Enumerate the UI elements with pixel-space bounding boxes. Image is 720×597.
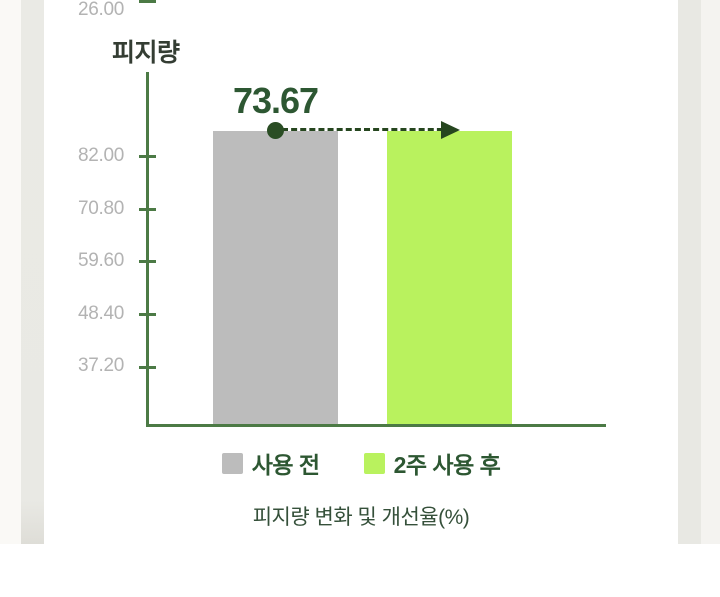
- right-page-margin: [701, 0, 720, 544]
- y-tick-label: 59.60: [77, 250, 124, 271]
- y-tick-label: 48.40: [77, 303, 124, 324]
- dashed-connector-line: [282, 128, 452, 131]
- legend-item-after: 2주 사용 후: [363, 446, 501, 480]
- screenshot-stage: 피지량 82.00 70.80 59.60 48.40 37.20 26.00 …: [0, 0, 720, 544]
- y-axis-line: [146, 72, 149, 427]
- legend-swatch-green: [363, 452, 385, 474]
- bar-after-2weeks: [387, 131, 512, 424]
- y-axis-tick: [139, 0, 156, 3]
- connector-arrow-icon: [441, 121, 460, 139]
- y-tick-label: 37.20: [77, 355, 124, 376]
- y-tick-label: 26.00: [77, 0, 124, 20]
- legend-label-after: 2주 사용 후: [393, 452, 501, 478]
- chart-legend: 사용 전 2주 사용 후: [44, 446, 678, 480]
- chart-caption: 피지량 변화 및 개선율(%): [252, 506, 470, 529]
- y-tick-label: 70.80: [77, 198, 124, 219]
- x-axis-line: [146, 424, 606, 427]
- right-card-edge: [678, 0, 701, 544]
- connector-start-dot: [267, 122, 284, 139]
- left-card-edge: [21, 0, 44, 544]
- left-page-margin: [0, 0, 21, 544]
- value-label: 73.67: [232, 80, 319, 121]
- legend-item-before: 사용 전: [221, 446, 320, 480]
- bar-before-use: [213, 131, 338, 424]
- y-tick-label: 82.00: [77, 145, 124, 166]
- legend-label-before: 사용 전: [251, 452, 320, 478]
- chart-title: 피지량: [112, 39, 180, 67]
- chart-card: 피지량 82.00 70.80 59.60 48.40 37.20 26.00 …: [44, 0, 678, 544]
- legend-swatch-gray: [221, 452, 243, 474]
